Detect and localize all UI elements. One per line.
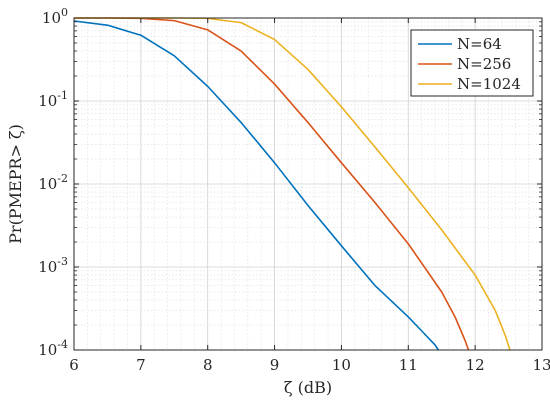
x-tick-label: 7 bbox=[136, 356, 146, 374]
legend-box bbox=[410, 29, 534, 97]
y-tick-label: 10-3 bbox=[38, 255, 68, 276]
x-tick-label: 13 bbox=[532, 356, 550, 374]
x-tick-label: 6 bbox=[69, 356, 79, 374]
legend-label-n64: N=64 bbox=[457, 35, 502, 53]
y-tick-label: 100 bbox=[42, 6, 68, 27]
y-tick-label: 10-2 bbox=[38, 172, 68, 193]
legend: N=64 N=256 N=1024 bbox=[410, 29, 534, 97]
series-line-n256 bbox=[74, 17, 470, 351]
x-tick-label: 10 bbox=[332, 356, 351, 374]
y-tick-label: 10-1 bbox=[38, 89, 68, 110]
x-axis-label: ζ (dB) bbox=[284, 378, 332, 397]
x-tick-label: 9 bbox=[270, 356, 280, 374]
x-tick-label: 12 bbox=[466, 356, 485, 374]
legend-label-n1024: N=1024 bbox=[457, 75, 521, 93]
legend-label-n256: N=256 bbox=[457, 55, 511, 73]
ticks: 6 7 8 9 10 11 12 13 100 10-1 10-2 10-3 10-4 bbox=[38, 6, 550, 374]
x-tick-label: 8 bbox=[203, 356, 213, 374]
series-line-n64 bbox=[73, 20, 440, 351]
y-tick-label: 10-4 bbox=[38, 338, 68, 359]
y-axis-label: Pr(PMEPR> ζ) bbox=[6, 124, 25, 244]
x-tick-label: 11 bbox=[399, 356, 418, 374]
